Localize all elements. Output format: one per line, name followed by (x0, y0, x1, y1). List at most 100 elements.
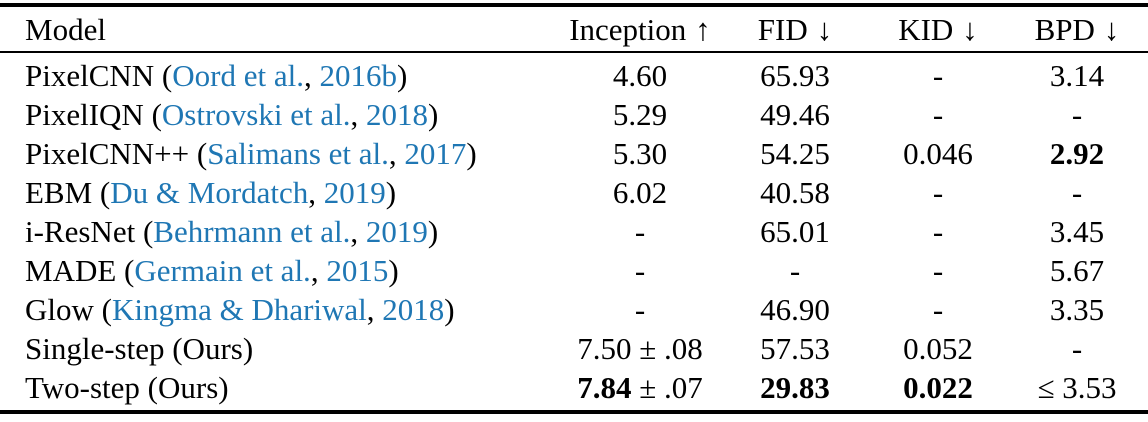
model-name-text: PixelIQN ( (25, 97, 162, 132)
table-row: Glow (Kingma & Dhariwal, 2018) - 46.90 - 3.3… (0, 290, 1148, 329)
cell-model: PixelCNN (Oord et al., 2016b) (0, 52, 560, 95)
metric-value-text: - (789, 253, 801, 288)
metric-value-text: - (932, 97, 944, 132)
header-row: Model Inception ↑ FID ↓ KID ↓ BPD ↓ (0, 5, 1148, 53)
metric-value-text: ± .07 (631, 370, 703, 405)
table-row: EBM (Du & Mordatch, 2019) 6.02 40.58 - - (0, 173, 1148, 212)
metric-value-text: 3.45 (1049, 214, 1105, 249)
citation-link[interactable]: 2019 (323, 175, 386, 210)
metric-value-text: 65.93 (760, 58, 830, 93)
metric-value-text: - (1071, 331, 1083, 366)
metric-value-text: - (634, 253, 646, 288)
metric-value-text: 5.30 (612, 136, 668, 171)
cell-model: MADE (Germain et al., 2015) (0, 251, 560, 290)
citation-link[interactable]: Oord et al. (172, 58, 304, 93)
metric-value-text: 0.022 (903, 370, 973, 405)
cell-bpd: - (1006, 173, 1148, 212)
arrow-down-icon: ↓ (1103, 11, 1120, 47)
metric-value-text: - (932, 58, 944, 93)
column-header-kid: KID ↓ (870, 5, 1006, 53)
cell-kid: 0.022 (870, 368, 1006, 412)
cell-bpd: ≤ 3.53 (1006, 368, 1148, 412)
citation-link[interactable]: Salimans et al. (207, 136, 389, 171)
cell-bpd: 2.92 (1006, 134, 1148, 173)
table-row: PixelIQN (Ostrovski et al., 2018) 5.29 49.… (0, 95, 1148, 134)
column-header-bpd: BPD ↓ (1006, 5, 1148, 53)
column-label: BPD (1034, 11, 1095, 47)
table-body: PixelCNN (Oord et al., 2016b) 4.60 65.93 - 3… (0, 52, 1148, 412)
cell-model: PixelIQN (Ostrovski et al., 2018) (0, 95, 560, 134)
arrow-down-icon: ↓ (962, 11, 978, 47)
cell-bpd: - (1006, 329, 1148, 368)
metric-value-text: 7.50 ± .08 (577, 331, 703, 366)
cell-bpd: 3.35 (1006, 290, 1148, 329)
metric-value-text: 6.02 (612, 175, 668, 210)
metric-value-text: ≤ 3.53 (1037, 370, 1117, 405)
metric-value-text: - (634, 292, 646, 327)
results-table: Model Inception ↑ FID ↓ KID ↓ BPD ↓ PixelCNN… (0, 3, 1148, 414)
model-name-text: ) (444, 292, 455, 327)
metric-value-text: - (1071, 97, 1083, 132)
citation-link[interactable]: 2018 (382, 292, 445, 327)
metric-value-text: 40.58 (760, 175, 830, 210)
cell-model: Single-step (Ours) (0, 329, 560, 368)
model-name-text: , (350, 214, 366, 249)
cell-kid: - (870, 212, 1006, 251)
citation-link[interactable]: Kingma & Dhariwal (111, 292, 367, 327)
model-name-text: ) (427, 97, 439, 132)
metric-value-text: 0.052 (903, 331, 973, 366)
cell-fid: 29.83 (720, 368, 870, 412)
column-header-inception: Inception ↑ (560, 5, 720, 53)
cell-inception: 7.84 ± .07 (560, 368, 720, 412)
cell-fid: 46.90 (720, 290, 870, 329)
metric-value-text: - (1071, 175, 1083, 210)
model-name-text: , (308, 175, 324, 210)
column-label: FID (757, 11, 808, 47)
citation-link[interactable]: Du & Mordatch (110, 175, 309, 210)
column-label: Inception (569, 11, 687, 47)
citation-link[interactable]: 2018 (365, 97, 428, 132)
citation-link[interactable]: 2019 (365, 214, 428, 249)
table-row: Two-step (Ours) 7.84 ± .07 29.83 0.022 ≤ 3.5… (0, 368, 1148, 412)
metric-value-text: 3.35 (1049, 292, 1105, 327)
citation-link[interactable]: 2016b (319, 58, 397, 93)
citation-link[interactable]: 2015 (326, 253, 389, 288)
cell-bpd: 3.45 (1006, 212, 1148, 251)
metric-value-text: 7.84 (577, 370, 632, 405)
citation-link[interactable]: Behrmann et al. (153, 214, 351, 249)
model-name-text: , (310, 253, 327, 288)
model-name-text: , (388, 136, 405, 171)
metric-value-text: 0.046 (903, 136, 973, 171)
metric-value-text: - (932, 214, 944, 249)
model-name-text: ) (388, 253, 399, 288)
cell-fid: 57.53 (720, 329, 870, 368)
table-row: MADE (Germain et al., 2015) - - - 5.67 (0, 251, 1148, 290)
citation-link[interactable]: Germain et al. (134, 253, 311, 288)
citation-link[interactable]: Ostrovski et al. (161, 97, 351, 132)
table-row: i-ResNet (Behrmann et al., 2019) - 65.01 - 3… (0, 212, 1148, 251)
model-name-text: ) (427, 214, 439, 249)
cell-inception: 5.29 (560, 95, 720, 134)
cell-model: PixelCNN++ (Salimans et al., 2017) (0, 134, 560, 173)
cell-kid: - (870, 173, 1006, 212)
model-name-text: EBM ( (25, 175, 111, 210)
cell-inception: 7.50 ± .08 (560, 329, 720, 368)
metric-value-text: - (932, 175, 944, 210)
citation-link[interactable]: 2017 (404, 136, 467, 171)
model-name-text: Two-step (Ours) (25, 370, 229, 405)
metric-value-text: 49.46 (760, 97, 830, 132)
column-label: KID (898, 11, 954, 47)
table-row: PixelCNN++ (Salimans et al., 2017) 5.30 54… (0, 134, 1148, 173)
model-name-text: Glow ( (25, 292, 112, 327)
model-name-text: i-ResNet ( (25, 214, 154, 249)
cell-kid: 0.046 (870, 134, 1006, 173)
cell-model: Two-step (Ours) (0, 368, 560, 412)
metric-value-text: - (932, 292, 944, 327)
column-header-fid: FID ↓ (720, 5, 870, 53)
cell-fid: 49.46 (720, 95, 870, 134)
cell-model: i-ResNet (Behrmann et al., 2019) (0, 212, 560, 251)
cell-kid: - (870, 95, 1006, 134)
metric-value-text: 3.14 (1049, 58, 1105, 93)
metric-value-text: 2.92 (1049, 136, 1105, 171)
